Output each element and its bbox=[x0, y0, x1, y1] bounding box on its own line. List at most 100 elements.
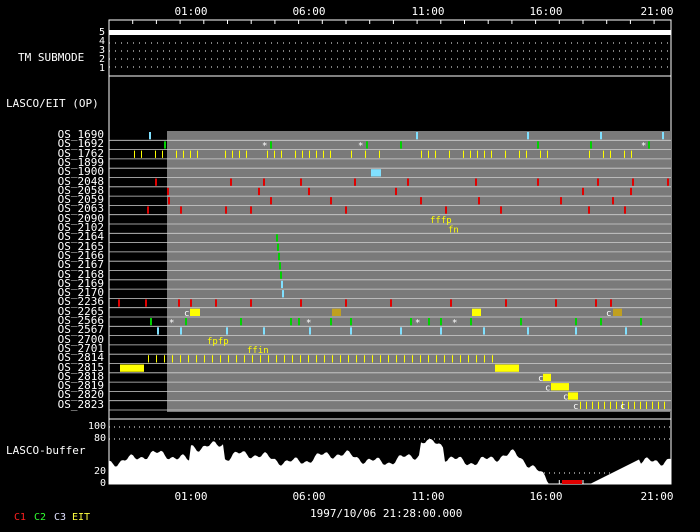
lasco-buffer-panel bbox=[109, 419, 671, 484]
eit-tick bbox=[526, 151, 527, 158]
eit-tick bbox=[580, 402, 581, 409]
event-tick bbox=[278, 253, 280, 260]
eit-tick bbox=[463, 151, 464, 158]
event-tick bbox=[527, 327, 529, 334]
event-tick bbox=[600, 318, 602, 325]
event-tick bbox=[410, 318, 412, 325]
eit-tick bbox=[323, 151, 324, 158]
os-row-label: OS_2823 bbox=[58, 400, 104, 410]
eit-tick bbox=[610, 151, 611, 158]
event-tick bbox=[612, 197, 614, 204]
event-text: * bbox=[358, 142, 363, 152]
eit-tick bbox=[260, 355, 261, 362]
event-tick bbox=[279, 262, 281, 269]
timestamp: 1997/10/06 21:28:00.000 bbox=[310, 508, 462, 519]
eit-tick bbox=[183, 151, 184, 158]
event-tick bbox=[560, 197, 562, 204]
event-tick bbox=[575, 318, 577, 325]
eit-tick bbox=[180, 355, 181, 362]
event-tick bbox=[440, 327, 442, 334]
event-tick bbox=[600, 132, 602, 139]
event-tick bbox=[330, 197, 332, 204]
buffer-overflow-mark bbox=[562, 480, 582, 484]
eit-tick bbox=[228, 355, 229, 362]
event-tick bbox=[309, 327, 311, 334]
event-tick bbox=[149, 132, 151, 139]
event-tick bbox=[520, 318, 522, 325]
event-tick bbox=[624, 206, 626, 213]
eit-tick bbox=[460, 355, 461, 362]
event-tick bbox=[475, 179, 477, 186]
event-tick bbox=[258, 188, 260, 195]
event-tick bbox=[537, 179, 539, 186]
eit-tick bbox=[134, 151, 135, 158]
eit-tick bbox=[212, 355, 213, 362]
event-tick bbox=[263, 327, 265, 334]
eit-tick bbox=[332, 355, 333, 362]
buffer-level-100: 100 bbox=[88, 422, 106, 432]
top-tick-2100: 21:00 bbox=[640, 6, 673, 17]
event-tick bbox=[648, 141, 650, 148]
lasco-eit-label: LASCO/EIT (OP) bbox=[6, 98, 99, 109]
event-tick bbox=[226, 327, 228, 334]
event-tick bbox=[240, 318, 242, 325]
event-tick bbox=[157, 327, 159, 334]
eit-tick bbox=[284, 355, 285, 362]
eit-tick bbox=[640, 402, 641, 409]
eit-tick bbox=[348, 355, 349, 362]
event-tick bbox=[281, 281, 283, 288]
event-tick bbox=[345, 206, 347, 213]
event-tick bbox=[667, 179, 669, 186]
top-tick-1100: 11:00 bbox=[411, 6, 444, 17]
eit-tick bbox=[340, 355, 341, 362]
legend-c3: C3 bbox=[54, 513, 66, 523]
eit-tick bbox=[616, 402, 617, 409]
legend-c2: C2 bbox=[34, 513, 46, 523]
event-tick bbox=[400, 327, 402, 334]
eit-tick bbox=[634, 402, 635, 409]
event-tick bbox=[582, 188, 584, 195]
eit-tick bbox=[204, 355, 205, 362]
eit-tick bbox=[624, 151, 625, 158]
bottom-tick-1100: 11:00 bbox=[411, 491, 444, 502]
event-tick bbox=[145, 299, 147, 306]
eit-tick bbox=[492, 355, 493, 362]
eit-tick bbox=[428, 355, 429, 362]
event-block bbox=[543, 374, 551, 381]
event-tick bbox=[500, 206, 502, 213]
eit-tick bbox=[162, 151, 163, 158]
eit-tick bbox=[664, 402, 665, 409]
eit-tick bbox=[505, 151, 506, 158]
event-tick bbox=[395, 188, 397, 195]
event-tick bbox=[168, 197, 170, 204]
eit-tick bbox=[148, 355, 149, 362]
event-tick bbox=[420, 197, 422, 204]
eit-tick bbox=[356, 355, 357, 362]
eit-tick bbox=[428, 151, 429, 158]
bottom-tick-0600: 06:00 bbox=[292, 491, 325, 502]
eit-tick bbox=[540, 151, 541, 158]
top-tick-0100: 01:00 bbox=[174, 6, 207, 17]
event-tick bbox=[270, 197, 272, 204]
event-tick bbox=[270, 141, 272, 148]
eit-tick bbox=[244, 355, 245, 362]
event-block bbox=[495, 365, 519, 372]
event-block bbox=[190, 309, 200, 316]
event-block bbox=[568, 392, 578, 399]
eit-tick bbox=[155, 151, 156, 158]
eit-tick bbox=[308, 355, 309, 362]
legend-c1: C1 bbox=[14, 513, 26, 523]
event-tick bbox=[280, 272, 282, 279]
event-tick bbox=[330, 318, 332, 325]
event-tick bbox=[470, 318, 472, 325]
event-tick bbox=[263, 179, 265, 186]
event-tick bbox=[147, 206, 149, 213]
event-tick bbox=[298, 318, 300, 325]
event-tick bbox=[350, 327, 352, 334]
event-tick bbox=[167, 188, 169, 195]
event-tick bbox=[155, 179, 157, 186]
eit-tick bbox=[364, 355, 365, 362]
event-block bbox=[551, 383, 569, 390]
event-text: c bbox=[620, 402, 625, 412]
eit-tick bbox=[421, 151, 422, 158]
